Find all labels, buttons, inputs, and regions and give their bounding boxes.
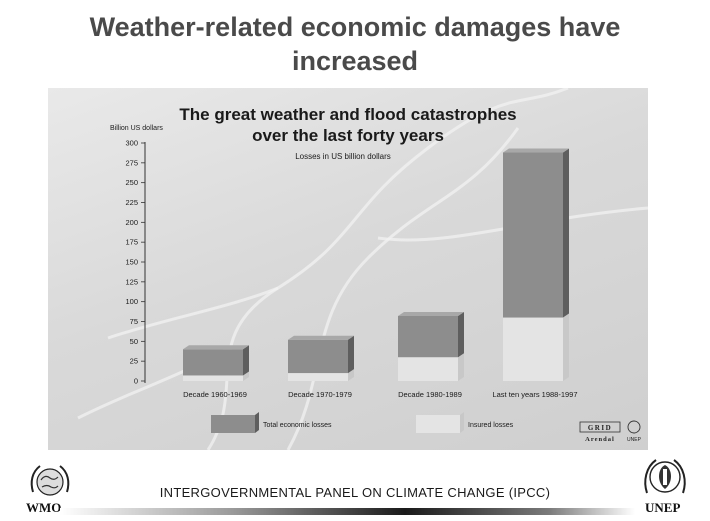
footer-text: INTERGOVERNMENTAL PANEL ON CLIMATE CHANG… bbox=[159, 485, 551, 500]
legend-total-economic-losses: Total economic losses bbox=[211, 412, 332, 433]
x-tick-label: Last ten years 1988-1997 bbox=[492, 390, 577, 399]
bar-total-top bbox=[503, 148, 569, 153]
y-tick-label: 0 bbox=[134, 377, 138, 386]
slide-title: Weather-related economic damages have in… bbox=[0, 10, 710, 78]
bar-total-economic-losses bbox=[398, 315, 458, 358]
bar-total-economic-losses bbox=[183, 349, 243, 376]
legend-label: Insured losses bbox=[468, 422, 514, 429]
grid-box bbox=[579, 421, 621, 433]
bars bbox=[183, 148, 569, 381]
y-tick-label: 100 bbox=[125, 297, 138, 306]
y-tick-label: 125 bbox=[125, 277, 138, 286]
bar-total-side bbox=[563, 148, 569, 318]
y-tick-label: 275 bbox=[125, 158, 138, 167]
y-tick-label: 25 bbox=[130, 357, 138, 366]
footer-bar bbox=[60, 508, 635, 515]
y-tick-label: 175 bbox=[125, 238, 138, 247]
y-tick-label: 300 bbox=[125, 139, 138, 148]
slide-title-line1: Weather-related economic damages have bbox=[89, 12, 621, 42]
chart-title-line1: The great weather and flood catastrophes bbox=[179, 105, 516, 124]
legend-swatch-side bbox=[460, 412, 464, 433]
chart-title-line2: over the last forty years bbox=[252, 126, 444, 145]
legend-label: Total economic losses bbox=[263, 422, 332, 429]
bar-insured-side bbox=[563, 313, 569, 381]
bar-total-top bbox=[183, 345, 249, 350]
wmo-label: WMO bbox=[26, 500, 62, 515]
unep-label: UNEP bbox=[645, 500, 681, 515]
y-axis-label: Billion US dollars bbox=[110, 125, 163, 132]
legend-swatch-side bbox=[255, 412, 259, 433]
y-tick-label: 50 bbox=[130, 337, 138, 346]
bar-group bbox=[503, 148, 569, 381]
unep-small-emblem-icon bbox=[627, 420, 641, 434]
chart-panel: The great weather and flood catastrophes… bbox=[48, 88, 648, 450]
bar-group bbox=[398, 311, 464, 381]
bar-group bbox=[288, 335, 354, 381]
bar-insured-side bbox=[348, 369, 354, 381]
y-tick-label: 200 bbox=[125, 218, 138, 227]
chart: The great weather and flood catastrophes… bbox=[77, 88, 648, 450]
legend-swatch bbox=[416, 415, 460, 433]
bar-total-side bbox=[458, 311, 464, 358]
y-tick-label: 150 bbox=[125, 258, 138, 267]
bar-insured-side bbox=[458, 353, 464, 381]
bar-insured-losses bbox=[503, 317, 563, 381]
legend-insured-losses: Insured losses bbox=[416, 412, 514, 433]
y-tick-label: 225 bbox=[125, 198, 138, 207]
bar-insured-side bbox=[243, 371, 249, 381]
grid-city: Arendal bbox=[585, 436, 615, 443]
x-tick-label: Decade 1970-1979 bbox=[288, 390, 352, 399]
bar-total-economic-losses bbox=[503, 152, 563, 318]
chart-subtitle: Losses in US billion dollars bbox=[295, 152, 391, 161]
bar-insured-losses bbox=[398, 357, 458, 381]
bar-total-economic-losses bbox=[288, 339, 348, 374]
y-axis-ticks: 0 25 50 75 100 125 150 175 200 225 250 275 300 bbox=[125, 139, 145, 386]
bar-total-side bbox=[243, 345, 249, 376]
x-axis-labels: Decade 1960-1969 Decade 1970-1979 Decade 1… bbox=[183, 390, 577, 399]
unep-small-label: UNEP bbox=[627, 437, 642, 443]
bar-total-top bbox=[398, 311, 464, 316]
y-tick-label: 75 bbox=[130, 317, 138, 326]
y-tick-label: 250 bbox=[125, 178, 138, 187]
unep-emblem-icon bbox=[644, 459, 686, 494]
legend-swatch bbox=[211, 415, 255, 433]
bar-insured-losses bbox=[183, 375, 243, 381]
grid-arendal-credit: GRID Arendal UNEP bbox=[579, 420, 642, 443]
grid-brand: GRID bbox=[588, 424, 612, 432]
slide-title-line2: increased bbox=[291, 46, 419, 76]
bar-insured-losses bbox=[288, 373, 348, 381]
bar-total-side bbox=[348, 335, 354, 374]
legend: Total economic losses Insured losses bbox=[211, 412, 514, 433]
x-tick-label: Decade 1980-1989 bbox=[398, 390, 462, 399]
wmo-emblem-icon bbox=[30, 465, 70, 496]
bar-group bbox=[183, 345, 249, 381]
bar-total-top bbox=[288, 335, 354, 340]
x-tick-label: Decade 1960-1969 bbox=[183, 390, 247, 399]
